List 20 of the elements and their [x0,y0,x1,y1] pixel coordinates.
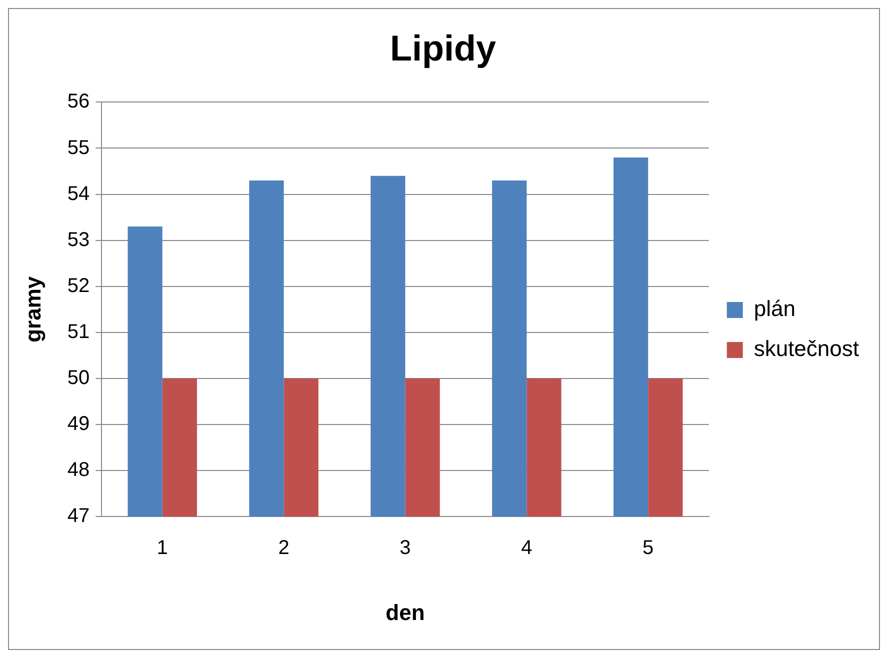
x-tick-label: 4 [521,537,532,560]
x-tick-label: 2 [278,537,290,560]
x-tick-label: 3 [400,537,411,560]
legend-label: skutečnost [754,336,860,362]
legend-label: plán [754,296,796,322]
y-tick-label: 54 [67,182,90,205]
y-tick-label: 52 [67,274,90,297]
x-tick-label: 5 [642,537,654,560]
chart-title: Lipidy [390,28,496,69]
y-tick-label: 51 [67,320,90,343]
y-tick-label: 48 [67,459,90,482]
x-tick-label: 1 [156,537,168,560]
y-tick-label: 56 [67,90,90,113]
y-tick-label: 47 [67,505,90,528]
y-axis-title: gramy [20,276,46,342]
y-tick-label: 53 [67,228,90,251]
y-tick-label: 49 [67,413,90,436]
y-tick-label: 55 [67,136,90,159]
y-tick-label: 50 [67,366,90,389]
x-axis-title: den [386,600,425,625]
